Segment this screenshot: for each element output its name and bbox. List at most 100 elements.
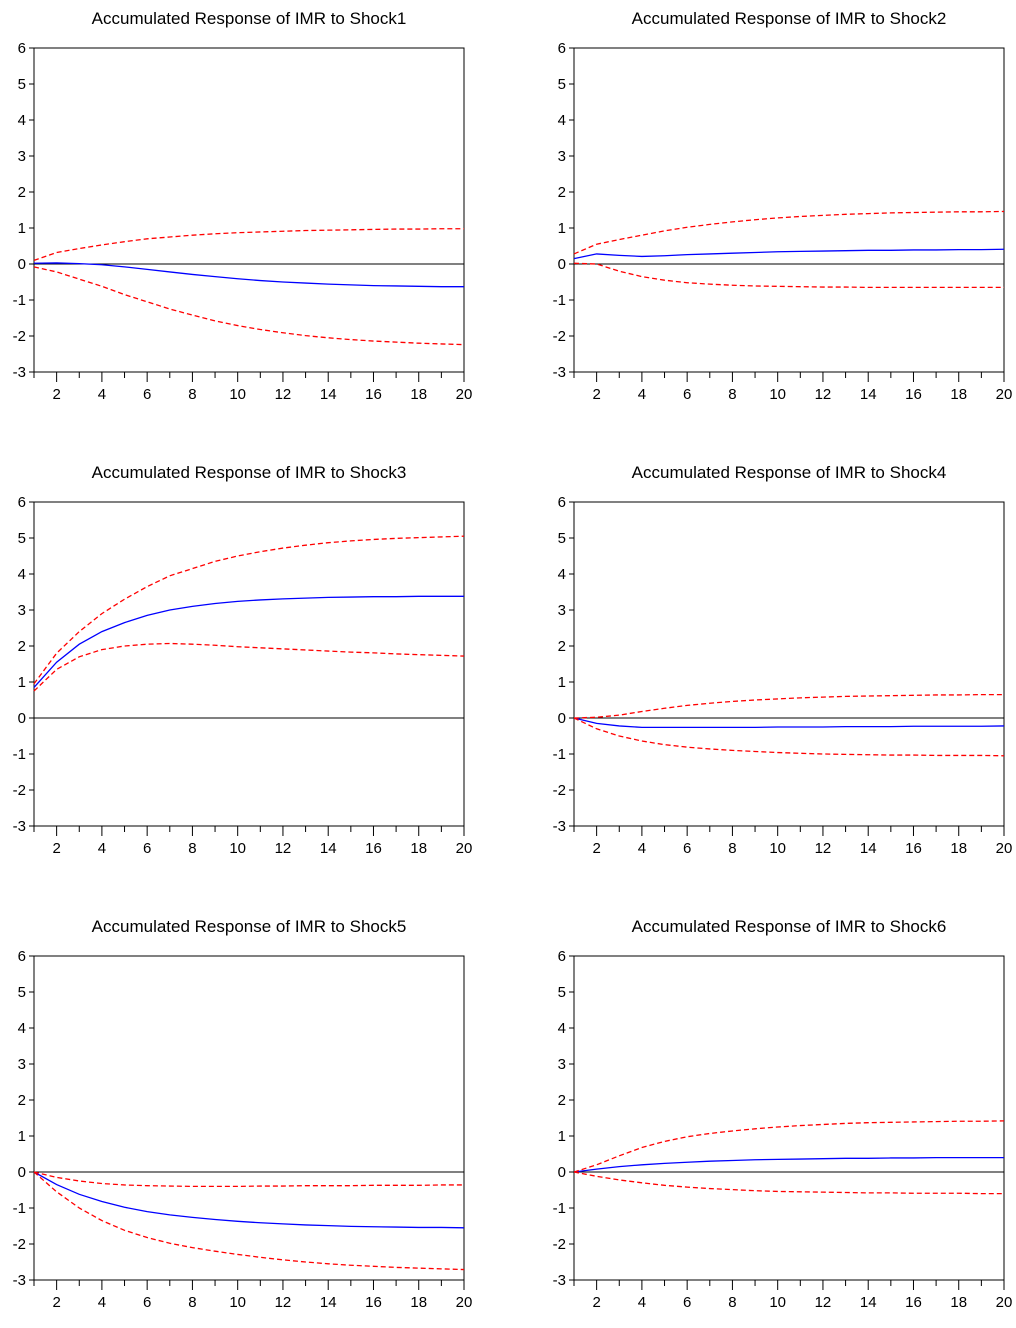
x-tick-label: 6	[143, 840, 151, 857]
y-tick-label: 4	[558, 112, 566, 129]
y-tick-label: 6	[18, 40, 26, 57]
y-tick-label: 0	[558, 256, 566, 273]
x-tick-label: 2	[52, 1294, 60, 1311]
y-tick-label: 5	[18, 76, 26, 93]
chart-title: Accumulated Response of IMR to Shock6	[632, 917, 947, 936]
x-tick-label: 4	[98, 1294, 106, 1311]
x-tick-label: 18	[950, 840, 967, 857]
x-tick-label: 8	[728, 1294, 736, 1311]
x-tick-label: 2	[592, 386, 600, 403]
x-tick-label: 6	[683, 840, 691, 857]
x-tick-label: 18	[950, 1294, 967, 1311]
y-tick-label: -1	[13, 292, 26, 309]
upper-band-line	[33, 228, 464, 262]
x-tick-label: 10	[769, 840, 786, 857]
y-tick-label: -3	[13, 818, 26, 835]
response-line	[33, 1171, 465, 1229]
chart-title: Accumulated Response of IMR to Shock1	[92, 9, 407, 28]
y-tick-label: 2	[18, 184, 26, 201]
upper-band-line	[33, 1171, 464, 1188]
y-tick-label: 3	[558, 602, 566, 619]
chart-svg: Accumulated Response of IMR to Shock2 -3 -…	[553, 9, 1013, 403]
chart-title: Accumulated Response of IMR to Shock2	[632, 9, 947, 28]
x-tick-label: 8	[728, 386, 736, 403]
x-tick-label: 2	[52, 386, 60, 403]
y-tick-label: 2	[558, 184, 566, 201]
y-tick-label: 0	[18, 1164, 26, 1181]
y-tick-label: -2	[13, 1236, 26, 1253]
x-tick-label: 6	[143, 1294, 151, 1311]
x-tick-label: 14	[860, 1294, 877, 1311]
y-tick-label: 0	[558, 1164, 566, 1181]
x-tick-label: 10	[229, 386, 246, 403]
y-tick-label: 5	[558, 530, 566, 547]
plot-frame	[33, 501, 465, 827]
chart-panel-4: Accumulated Response of IMR to Shock4 -3 -…	[540, 454, 1016, 874]
y-tick-label: -1	[13, 746, 26, 763]
y-tick-label: 3	[18, 1056, 26, 1073]
x-tick-label: 14	[860, 840, 877, 857]
chart-title: Accumulated Response of IMR to Shock4	[632, 463, 947, 482]
plot-frame	[33, 47, 465, 373]
upper-band-line	[573, 1120, 1005, 1173]
y-tick-label: -3	[13, 364, 26, 381]
y-tick-label: 6	[18, 948, 26, 965]
x-tick-label: 2	[592, 1294, 600, 1311]
y-tick-label: 1	[18, 220, 26, 237]
y-tick-label: 6	[558, 494, 566, 511]
chart-panel-2: Accumulated Response of IMR to Shock2 -3 -…	[540, 0, 1016, 420]
y-tick-label: -3	[553, 1272, 566, 1289]
chart-svg: Accumulated Response of IMR to Shock4 -3 -…	[553, 463, 1013, 857]
x-tick-label: 20	[456, 386, 473, 403]
y-tick-label: 3	[18, 148, 26, 165]
y-tick-label: 2	[558, 1092, 566, 1109]
chart-title: Accumulated Response of IMR to Shock3	[92, 463, 407, 482]
x-tick-label: 16	[905, 840, 922, 857]
x-tick-label: 12	[815, 386, 832, 403]
x-tick-label: 12	[275, 1294, 292, 1311]
x-tick-label: 12	[275, 840, 292, 857]
x-tick-label: 18	[410, 1294, 427, 1311]
x-tick-label: 20	[996, 386, 1013, 403]
x-tick-label: 8	[728, 840, 736, 857]
x-tick-label: 6	[143, 386, 151, 403]
x-tick-label: 20	[996, 840, 1013, 857]
y-tick-label: 1	[558, 220, 566, 237]
x-tick-label: 10	[229, 840, 246, 857]
x-tick-label: 16	[365, 386, 382, 403]
x-tick-label: 2	[52, 840, 60, 857]
y-tick-label: 0	[18, 710, 26, 727]
x-tick-label: 12	[815, 840, 832, 857]
plot-frame	[573, 47, 1005, 373]
x-tick-label: 10	[769, 1294, 786, 1311]
x-tick-label: 4	[638, 1294, 646, 1311]
chart-svg: Accumulated Response of IMR to Shock1 -3 -…	[13, 9, 473, 403]
y-tick-label: 5	[18, 984, 26, 1001]
x-tick-label: 16	[365, 1294, 382, 1311]
lower-band-line	[33, 266, 465, 346]
y-tick-label: -2	[553, 328, 566, 345]
y-tick-label: 1	[18, 674, 26, 691]
x-tick-label: 12	[815, 1294, 832, 1311]
y-tick-label: 0	[558, 710, 566, 727]
lower-band-line	[33, 1171, 465, 1271]
x-tick-label: 4	[98, 840, 106, 857]
x-tick-label: 14	[860, 386, 877, 403]
x-tick-label: 20	[456, 840, 473, 857]
y-tick-label: -1	[553, 1200, 566, 1217]
upper-band-line	[33, 535, 465, 685]
x-tick-label: 18	[410, 840, 427, 857]
chart-svg: Accumulated Response of IMR to Shock5 -3 -…	[13, 917, 473, 1311]
x-tick-label: 6	[683, 1294, 691, 1311]
y-tick-label: 2	[18, 638, 26, 655]
response-line	[33, 262, 464, 288]
response-line	[33, 595, 464, 688]
y-tick-label: -2	[13, 782, 26, 799]
y-tick-label: 3	[18, 602, 26, 619]
upper-band-line	[573, 693, 1004, 719]
x-tick-label: 16	[905, 386, 922, 403]
x-tick-label: 14	[320, 386, 337, 403]
x-tick-label: 18	[410, 386, 427, 403]
y-tick-label: 1	[18, 1128, 26, 1145]
x-tick-label: 10	[229, 1294, 246, 1311]
